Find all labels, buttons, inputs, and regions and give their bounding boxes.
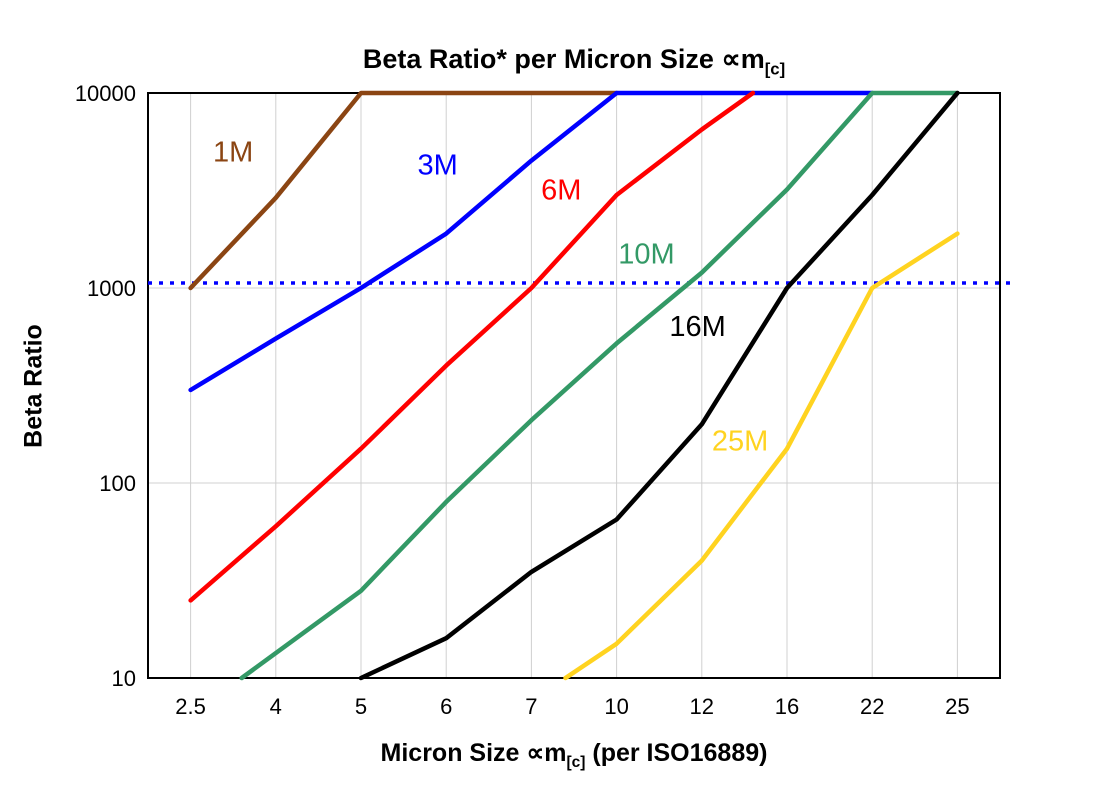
- series-label-16M: 16M: [669, 311, 725, 343]
- y-tick-label: 10000: [75, 81, 136, 106]
- series-line-25M: [563, 231, 960, 681]
- series-label-1M: 1M: [213, 137, 253, 169]
- series-label-10M: 10M: [618, 239, 674, 271]
- y-tick-label: 100: [99, 471, 136, 496]
- y-axis-label: Beta Ratio: [19, 324, 48, 448]
- series-line-16M: [358, 90, 960, 681]
- y-tick-label: 10: [112, 666, 136, 691]
- x-tick-label: 6: [440, 694, 452, 719]
- x-axis-label-subscript: [c]: [566, 754, 586, 771]
- x-axis-label-post: (per ISO16889): [585, 739, 768, 767]
- series-label-6M: 6M: [541, 174, 581, 206]
- x-axis-label: Micron Size ∝m[c] (per ISO16889): [148, 738, 1000, 772]
- series-line-3M: [188, 90, 875, 393]
- x-tick-label: 5: [355, 694, 367, 719]
- series-line-10M: [239, 90, 960, 681]
- x-tick-label: 7: [525, 694, 537, 719]
- chart-title-text: Beta Ratio* per Micron Size ∝m: [362, 44, 765, 74]
- series-line-1M: [188, 90, 619, 291]
- x-tick-label: 12: [690, 694, 714, 719]
- x-tick-label: 2.5: [175, 694, 206, 719]
- y-tick-label: 1000: [87, 276, 136, 301]
- x-tick-label: 16: [775, 694, 799, 719]
- x-tick-label: 25: [945, 694, 969, 719]
- x-tick-label: 22: [860, 694, 884, 719]
- x-axis-label-pre: Micron Size ∝m: [380, 739, 567, 767]
- series-label-3M: 3M: [418, 149, 458, 181]
- x-tick-label: 10: [604, 694, 628, 719]
- chart-title-subscript: [c]: [764, 59, 786, 79]
- series-label-25M: 25M: [712, 426, 768, 458]
- series-line-6M: [188, 90, 756, 603]
- x-tick-label: 4: [270, 694, 282, 719]
- chart-title: Beta Ratio* per Micron Size ∝m[c]: [148, 44, 1000, 79]
